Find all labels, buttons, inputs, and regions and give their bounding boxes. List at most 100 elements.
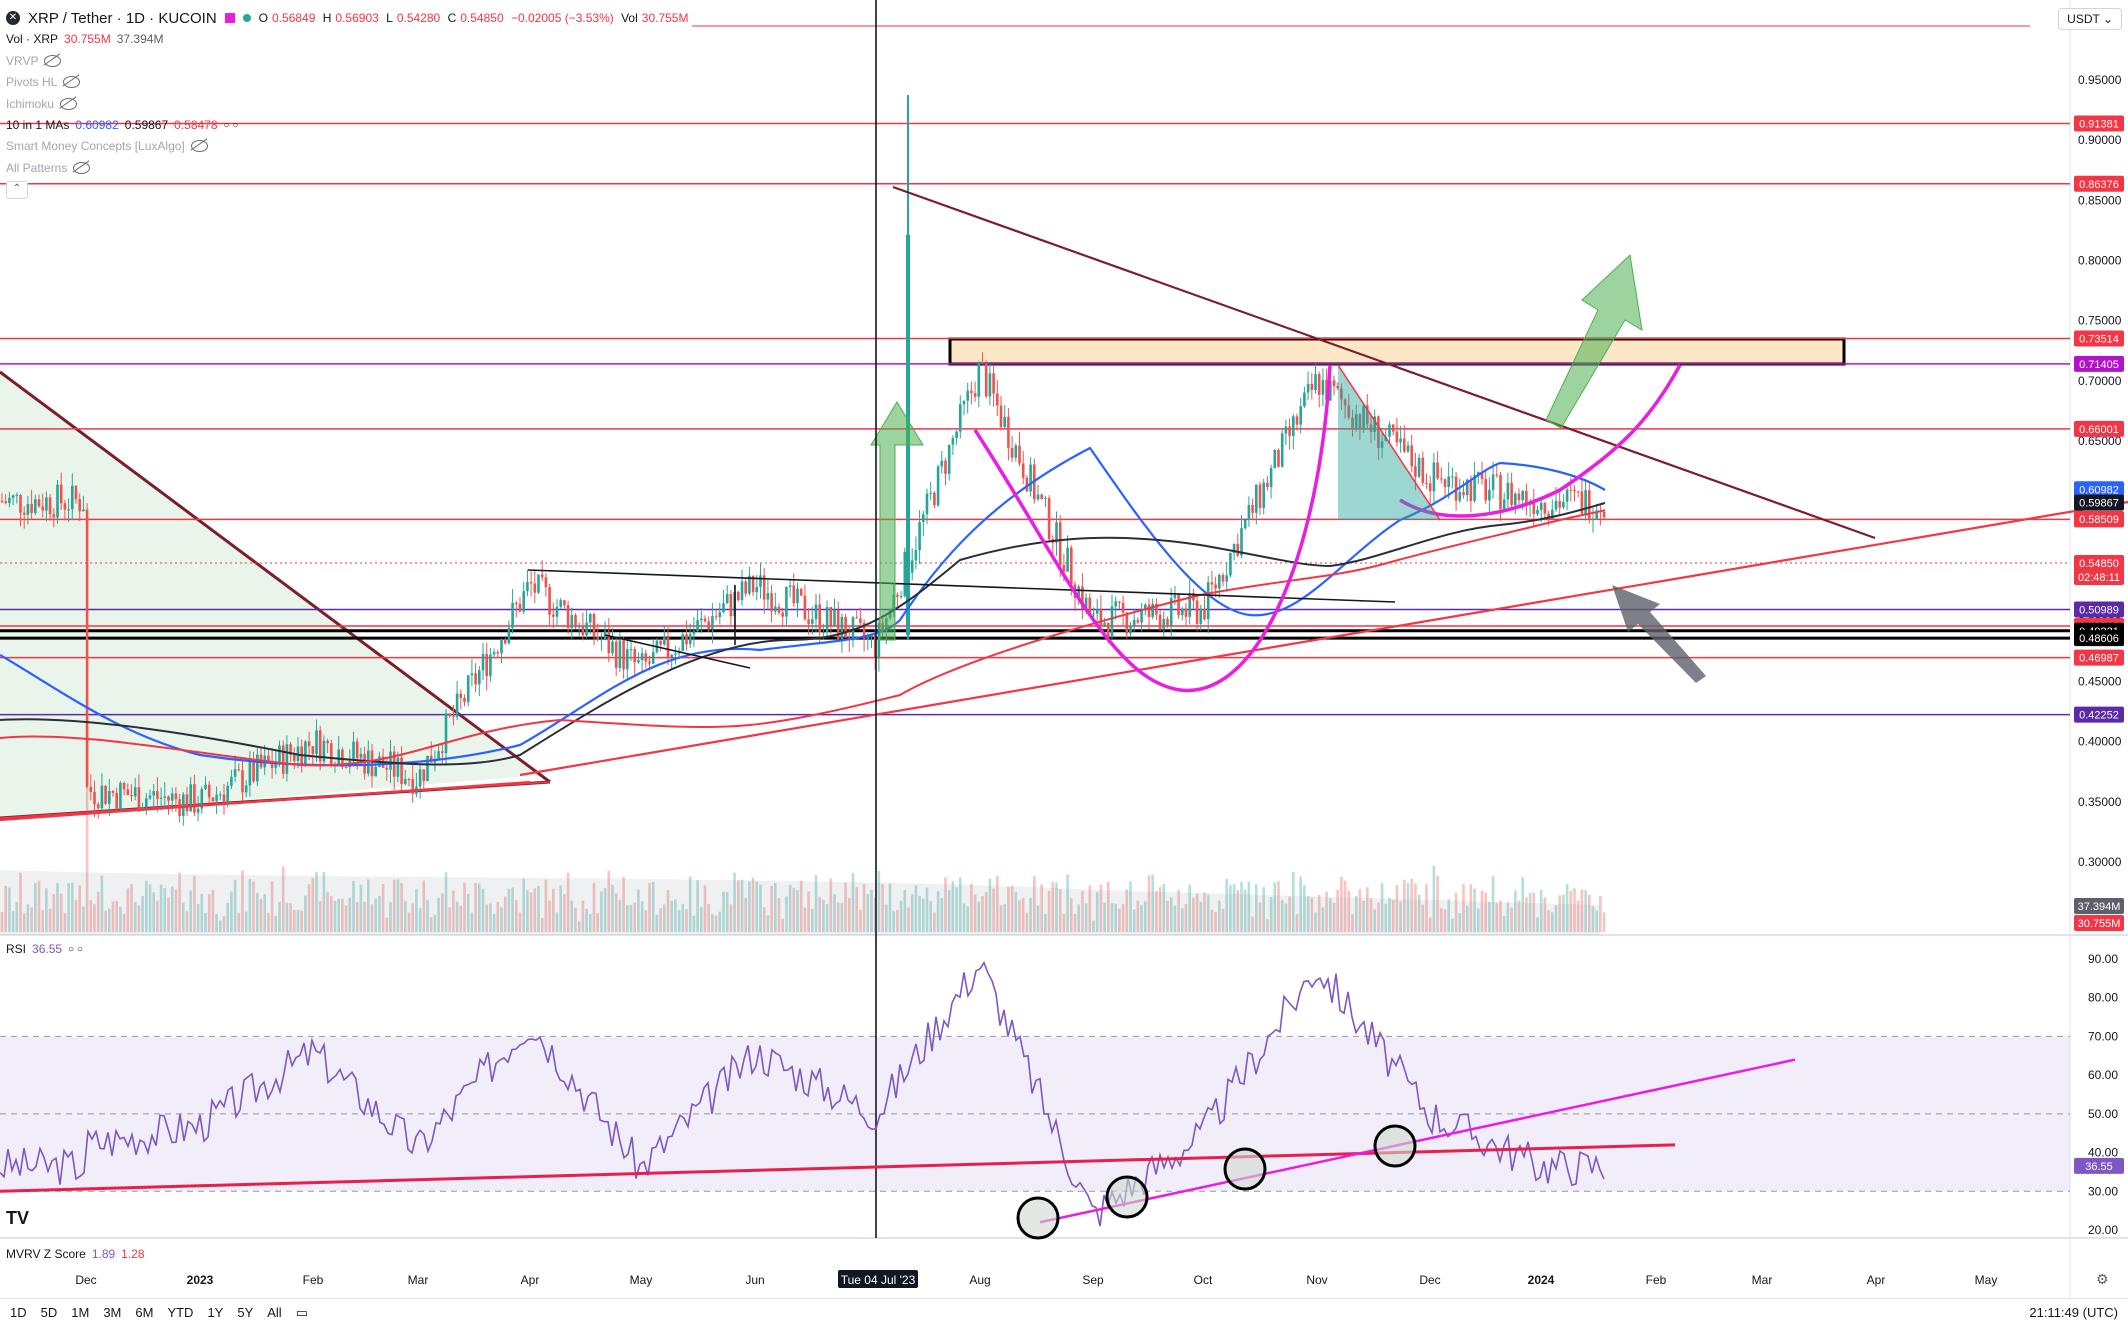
volume-bar	[1395, 885, 1399, 932]
settings-icon[interactable]: ○ ○	[68, 943, 83, 955]
symbol-title[interactable]: XRP / Tether · 1D · KUCOIN	[28, 9, 217, 27]
candle	[803, 584, 807, 621]
volume-bar	[799, 880, 803, 932]
candle	[1273, 449, 1277, 469]
candle-body	[1421, 457, 1425, 483]
legend-smc[interactable]: Smart Money Concepts [LuxAlgo]	[6, 139, 208, 153]
level-price-label-text: 0.66001	[2079, 424, 2119, 436]
candle	[896, 592, 899, 609]
candle-body	[1380, 441, 1384, 448]
legend-mvrv[interactable]: MVRV Z Score 1.89 1.28	[6, 1247, 145, 1261]
hidden-eye-icon[interactable]	[63, 76, 81, 88]
candle	[1406, 441, 1410, 454]
crosshair-date-box	[838, 1270, 918, 1288]
range-1d[interactable]: 1D	[10, 1305, 27, 1320]
volume-bar	[1562, 894, 1565, 932]
volume-bar	[429, 917, 433, 932]
candle	[526, 569, 529, 597]
volume-bar	[803, 907, 807, 932]
currency-selector[interactable]: USDT ⌄	[2058, 8, 2122, 30]
range-ytd[interactable]: YTD	[167, 1305, 194, 1320]
volume-bar	[522, 878, 525, 932]
candle-body	[829, 607, 833, 626]
legend-mas[interactable]: 10 in 1 MAs 0.60982 0.59867 0.58478 ○ ○	[6, 118, 239, 132]
volume-bar	[733, 872, 736, 932]
date-range-icon[interactable]: ▭	[295, 1304, 308, 1320]
candle	[1510, 472, 1513, 509]
legend-ichimoku[interactable]: Ichimoku	[6, 97, 78, 111]
settings-icon[interactable]: ○ ○	[223, 119, 239, 131]
volume-bar	[685, 909, 688, 932]
hidden-eye-icon[interactable]	[60, 98, 78, 110]
volume-bar	[189, 890, 192, 932]
candle	[1188, 579, 1191, 625]
volume-bar	[407, 912, 411, 932]
price-tick-label: 0.65000	[2078, 434, 2122, 448]
ma-price-label	[2074, 511, 2124, 528]
candle-body	[555, 606, 559, 617]
range-all[interactable]: All	[267, 1305, 282, 1320]
candle	[737, 590, 740, 602]
range-5d[interactable]: 5D	[40, 1305, 58, 1320]
legend-vrvp[interactable]: VRVP	[6, 54, 62, 68]
candle-body	[1388, 424, 1391, 437]
volume-bar	[677, 910, 681, 932]
rsi-tick-label: 40.00	[2088, 1146, 2118, 1160]
candle-body	[626, 649, 629, 670]
candle	[1525, 483, 1528, 516]
candle-body	[481, 653, 485, 671]
hidden-eye-icon[interactable]	[44, 55, 62, 67]
volume-bar	[196, 903, 200, 932]
volume-bar	[899, 900, 903, 932]
volume-bar	[259, 899, 263, 932]
candle-body	[1277, 449, 1280, 467]
volume-bar	[552, 888, 555, 932]
volume-bar	[648, 883, 651, 932]
legend-patterns[interactable]: All Patterns	[6, 161, 91, 175]
candle-body	[226, 785, 229, 803]
candle	[108, 778, 111, 817]
volume-bar	[30, 907, 33, 932]
volume-bar	[82, 906, 85, 932]
volume-bar	[293, 909, 296, 932]
range-1y[interactable]: 1Y	[207, 1305, 224, 1320]
candle	[30, 489, 33, 520]
collapse-legend-button[interactable]: ⌃	[6, 181, 28, 199]
candle	[252, 751, 255, 784]
candle-body	[1447, 476, 1450, 487]
candle-body	[1199, 608, 1203, 624]
candle-body	[267, 755, 270, 762]
hidden-eye-icon[interactable]	[73, 162, 91, 174]
candle-body	[1021, 463, 1025, 478]
up-arrow-green	[1545, 253, 1643, 429]
range-6m[interactable]: 6M	[135, 1305, 154, 1320]
candle	[1040, 493, 1043, 500]
legend-rsi[interactable]: RSI 36.55 ○ ○	[6, 942, 83, 956]
volume-bar	[862, 884, 866, 932]
volume-bar	[674, 899, 677, 932]
candle	[237, 763, 241, 772]
candle-body	[63, 503, 67, 510]
range-1m[interactable]: 1M	[71, 1305, 90, 1320]
legend-volume[interactable]: Vol · XRP 30.755M 37.394M	[6, 32, 164, 46]
candle	[289, 741, 292, 762]
candle	[1499, 472, 1502, 521]
level-price-label-text: 0.48606	[2079, 633, 2119, 645]
candle	[1388, 421, 1391, 443]
hidden-eye-icon[interactable]	[190, 140, 208, 152]
candle-body	[8, 497, 11, 504]
candle-body	[877, 623, 881, 659]
rsi-current-text: 36.55	[2085, 1161, 2113, 1173]
volume-bar	[0, 912, 4, 932]
legend-pivots[interactable]: Pivots HL	[6, 75, 81, 89]
candle-body	[777, 606, 781, 613]
volume-bar	[244, 911, 248, 932]
range-3m[interactable]: 3M	[103, 1305, 122, 1320]
volume-bar	[426, 900, 429, 932]
settings-gear-icon[interactable]: ⚙	[2096, 1271, 2109, 1287]
volume-bar	[404, 901, 407, 932]
volume-bar	[1273, 882, 1277, 932]
range-5y[interactable]: 5Y	[237, 1305, 254, 1320]
